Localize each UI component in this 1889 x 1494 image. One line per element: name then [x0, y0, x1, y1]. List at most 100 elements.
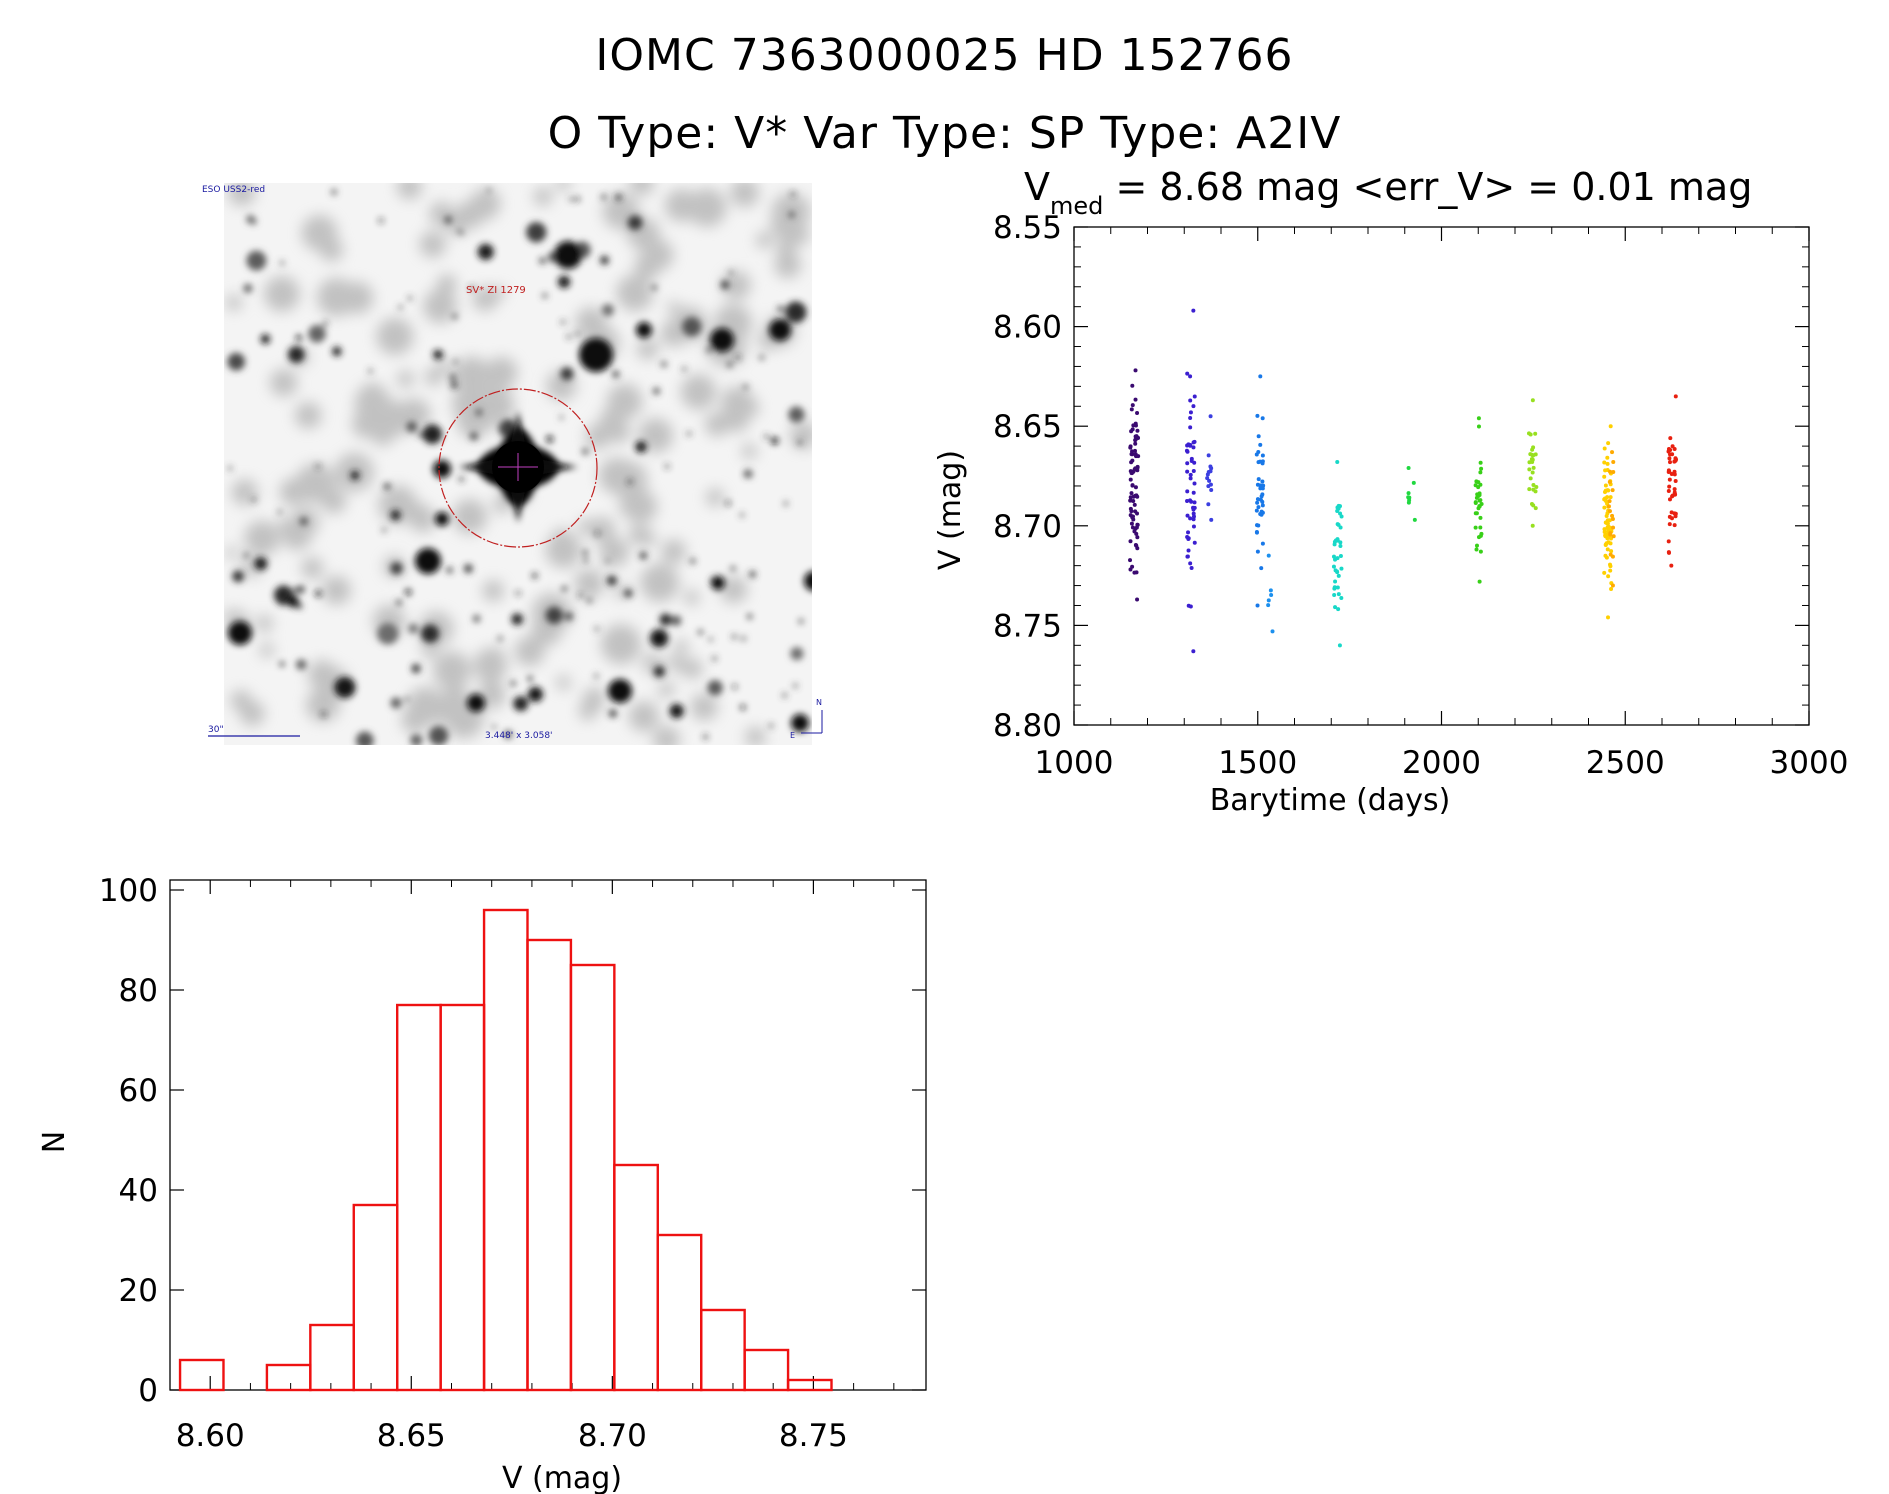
data-point: [1339, 514, 1344, 519]
star-blob: [384, 483, 391, 490]
star-blob: [472, 615, 481, 623]
star-blob: [232, 570, 245, 583]
data-point: [1610, 488, 1615, 493]
star-blob: [605, 558, 610, 564]
star-blob: [279, 661, 285, 667]
data-point: [1266, 553, 1271, 558]
star-blob: [711, 576, 725, 590]
star-blob: [601, 304, 614, 317]
star-blob: [627, 479, 633, 485]
star-blob: [743, 384, 748, 390]
star-blob: [671, 615, 682, 626]
data-point: [1667, 469, 1672, 474]
star-blob: [690, 558, 696, 564]
data-point: [1133, 438, 1138, 443]
star-blob: [698, 630, 703, 635]
data-point: [1186, 548, 1191, 553]
star-blob: [323, 321, 328, 326]
data-point: [1610, 450, 1615, 455]
data-point: [1188, 374, 1193, 379]
north-label: N: [816, 698, 822, 707]
fov-label: 3.448' x 3.058': [485, 731, 553, 741]
data-point: [1188, 604, 1193, 609]
histogram-bar: [265, 1363, 312, 1392]
data-point: [1478, 525, 1483, 530]
y-tick-label: 40: [119, 1173, 158, 1209]
data-point: [1332, 593, 1337, 598]
star-blob: [542, 293, 548, 299]
x-tick-label: 8.70: [578, 1418, 647, 1454]
star-blob: [601, 194, 607, 200]
data-point: [1337, 643, 1342, 648]
data-point: [1129, 509, 1134, 514]
data-point: [1254, 523, 1259, 528]
data-point: [1338, 544, 1343, 549]
star-blob: [539, 257, 546, 264]
data-point: [1602, 505, 1607, 510]
star-blob: [411, 663, 421, 674]
histogram-bar: [178, 1358, 225, 1392]
x-tick-label: 1500: [1218, 745, 1297, 781]
data-point: [1256, 477, 1261, 482]
data-point: [1611, 469, 1616, 474]
data-point: [1208, 469, 1213, 474]
data-point: [1673, 458, 1678, 463]
data-point: [1254, 508, 1259, 513]
data-point: [1270, 629, 1275, 634]
data-point: [1476, 424, 1481, 429]
data-point: [1666, 447, 1671, 452]
data-point: [1478, 470, 1483, 475]
x-tick-label: 1000: [1035, 745, 1114, 781]
star-blob: [433, 460, 451, 478]
data-point: [1133, 397, 1138, 402]
data-point: [1476, 535, 1481, 540]
data-point: [1530, 523, 1535, 528]
data-point: [1256, 505, 1261, 510]
data-point: [1191, 490, 1196, 495]
x-tick-label: 2500: [1586, 745, 1665, 781]
data-point: [1666, 488, 1671, 493]
data-point: [1130, 483, 1135, 488]
star-blob: [777, 305, 784, 312]
star-blob: [251, 218, 257, 224]
star-blob: [791, 714, 809, 732]
data-point: [1604, 514, 1609, 519]
title-rest: = 8.68 mag <err_V> = 0.01 mag: [1103, 170, 1752, 209]
histogram-bar: [613, 1163, 659, 1392]
data-point: [1336, 522, 1341, 527]
star-blob: [407, 296, 412, 301]
data-point: [1530, 470, 1535, 475]
star-blob: [727, 362, 733, 367]
star-blob: [707, 680, 723, 696]
data-point: [1206, 502, 1211, 507]
star-blob: [246, 250, 267, 271]
y-tick-label: 0: [138, 1373, 158, 1409]
data-point: [1186, 442, 1191, 447]
star-blob: [706, 346, 713, 353]
data-point: [1672, 472, 1677, 477]
star-blob: [406, 421, 418, 433]
star-blob: [575, 331, 580, 336]
star-blob: [243, 552, 249, 558]
star-blob: [390, 562, 403, 575]
star-blob: [566, 334, 571, 339]
histogram-bar: [569, 963, 616, 1392]
y-tick-label: 8.55: [993, 210, 1062, 246]
data-point: [1604, 541, 1609, 546]
data-point: [1188, 410, 1193, 415]
data-point: [1132, 570, 1137, 575]
data-point: [1611, 459, 1616, 464]
data-point: [1185, 499, 1190, 504]
data-point: [1188, 516, 1193, 521]
data-point: [1132, 502, 1137, 507]
y-tick-label: 60: [119, 1073, 158, 1109]
star-blob: [790, 191, 796, 197]
data-point: [1473, 500, 1478, 505]
data-point: [1207, 478, 1212, 483]
x-tick-label: 2000: [1402, 745, 1481, 781]
star-blob: [251, 497, 256, 502]
star-blob: [390, 697, 402, 709]
data-point: [1185, 535, 1190, 540]
data-point: [1606, 441, 1611, 446]
data-point: [1188, 561, 1193, 566]
